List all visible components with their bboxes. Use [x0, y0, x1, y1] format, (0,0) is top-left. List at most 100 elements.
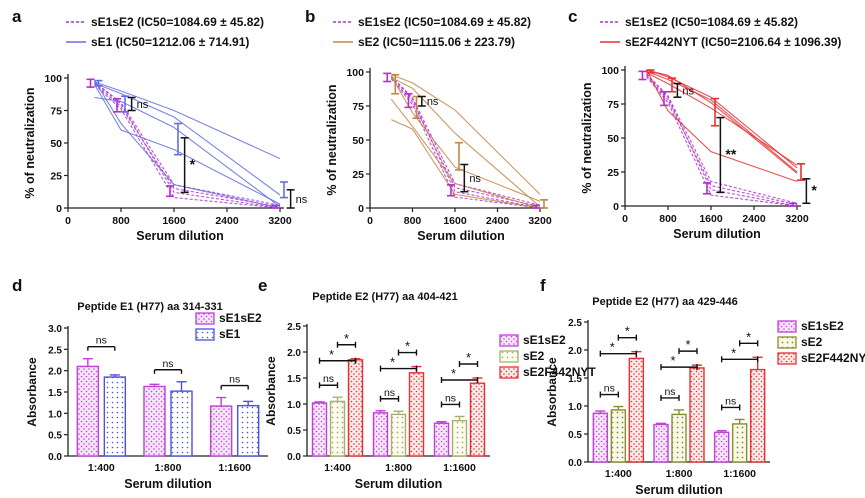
bar-sE2 [390, 413, 407, 457]
x-tick-label: 3200 [785, 213, 809, 225]
x-axis-label: Serum dilution [417, 229, 505, 243]
sig-label: * [466, 350, 471, 365]
x-tick-label: 3200 [528, 215, 552, 227]
x-tick-label: 1:1600 [723, 468, 756, 480]
x-axis-label: Serum dilution [673, 227, 761, 241]
sig-label: * [685, 337, 690, 352]
bar-sE2 [329, 400, 346, 457]
legend-swatch [499, 366, 519, 379]
curve-sE1sE2 [646, 76, 798, 207]
x-tick-label: 1:400 [324, 462, 351, 474]
bar-sE2F442NYT [689, 367, 705, 463]
panel-letter-a: a [12, 7, 22, 26]
sig-label: * [731, 345, 736, 360]
y-tick-label: 1.0 [568, 402, 582, 413]
panel-title: Peptide E1 (H77) aa 314-331 [77, 301, 223, 313]
bar-sE2F442NYT [408, 372, 425, 457]
sig-label: * [746, 329, 751, 344]
curve-sE2F442NYT [646, 70, 798, 173]
x-axis-label: Serum dilution [124, 477, 212, 491]
x-tick-label: 800 [659, 213, 677, 225]
x-tick-label: 1:400 [605, 468, 632, 480]
sig-label: ns [725, 395, 736, 407]
y-tick-label: 25 [352, 169, 364, 181]
y-tick-label: 75 [352, 101, 364, 113]
sig-label: ns [296, 194, 308, 206]
y-tick-label: 75 [607, 99, 619, 111]
legend-swatch [777, 336, 797, 349]
panel-b: b 0 25 50 75 100 0 800 1600 2400 3200 Serum dilutio… [305, 7, 552, 243]
y-tick-label: 0.0 [287, 452, 301, 463]
curve-sE2 [390, 76, 541, 208]
curve-sE2 [391, 119, 541, 209]
y-tick-label: 1.0 [287, 400, 301, 411]
bar-sE2F442NYT [749, 368, 766, 463]
sig-label: * [190, 156, 196, 172]
bar-sE2 [731, 423, 748, 463]
curve-sE2F442NYT [646, 69, 798, 174]
y-axis-label: % of neutralization [23, 87, 37, 198]
panel-e: e Peptide E2 (H77) aa 404-421 0.0 0.5 1.0 1.5… [258, 276, 596, 491]
legend-label: sE1sE2 [523, 333, 566, 347]
legend-label: sE1 [219, 327, 241, 341]
x-tick-label: 1:800 [385, 462, 412, 474]
curve-sE2F442NYT [646, 69, 798, 183]
sig-label: * [670, 353, 675, 368]
x-tick-label: 1:800 [666, 468, 693, 480]
curve-sE1sE2 [94, 81, 281, 206]
sig-label: * [610, 340, 615, 355]
bar-sE1 [103, 376, 127, 457]
x-tick-label: 1600 [699, 213, 723, 225]
curve-sE1sE2 [390, 75, 541, 206]
x-axis-label: Serum dilution [355, 477, 443, 491]
bar-sE1sE2 [143, 385, 166, 457]
y-tick-label: 1.5 [568, 374, 582, 385]
legend-swatch [499, 334, 519, 347]
legend-label: sE1sE2 (IC50=1084.69 ± 45.82) [358, 15, 531, 29]
y-tick-label: 25 [50, 171, 62, 183]
x-tick-label: 1:400 [88, 462, 115, 474]
curve-sE1sE2 [390, 78, 541, 209]
curve-sE2F442NYT [646, 69, 798, 169]
sig-label: ns [384, 387, 395, 399]
x-tick-label: 1:1600 [218, 462, 251, 474]
y-tick-label: 1.5 [48, 388, 62, 399]
y-tick-label: 25 [607, 167, 619, 179]
y-tick-label: 2.5 [568, 318, 582, 329]
curve-sE2 [390, 75, 541, 202]
bar-sE1sE2 [209, 405, 233, 457]
x-tick-label: 0 [367, 215, 373, 227]
y-tick-label: 0 [613, 201, 619, 213]
y-tick-label: 0.0 [48, 452, 62, 463]
y-tick-label: 100 [346, 67, 364, 79]
y-tick-label: 2.5 [287, 322, 301, 333]
y-tick-label: 1.0 [48, 409, 62, 420]
sig-label: * [344, 331, 349, 346]
legend-label: sE2F442NYT (IC50=2106.64 ± 1096.39) [625, 35, 841, 49]
curve-sE2 [390, 98, 541, 209]
x-tick-label: 1:1600 [443, 462, 476, 474]
curve-sE1sE2 [94, 82, 281, 208]
panel-letter-b: b [305, 7, 315, 26]
curve-sE1 [94, 81, 281, 160]
panel-d: d Peptide E1 (H77) aa 314-331 0.0 0.5 1.0 1.5… [12, 276, 268, 491]
legend-swatch [499, 350, 519, 363]
x-tick-label: 0 [65, 215, 71, 227]
sig-label: * [625, 324, 630, 339]
sig-label: ns [469, 173, 481, 185]
sig-label: ns [682, 85, 694, 97]
x-axis-label: Serum dilution [136, 229, 224, 243]
curve-sE2F442NYT [646, 72, 798, 166]
sig-label: ns [323, 373, 334, 385]
x-tick-label: 2400 [215, 215, 239, 227]
panel-letter-e: e [258, 276, 267, 295]
bar-sE2F442NYT [347, 359, 364, 457]
sig-label: ns [96, 335, 107, 347]
y-tick-label: 50 [50, 138, 62, 150]
curve-sE1sE2 [646, 75, 798, 206]
panel-title: Peptide E2 (H77) aa 404-421 [312, 291, 458, 303]
y-tick-label: 100 [44, 73, 62, 85]
y-axis-label: Absorbance [545, 357, 559, 427]
curve-sE1 [94, 80, 281, 209]
legend-swatch [195, 328, 215, 341]
